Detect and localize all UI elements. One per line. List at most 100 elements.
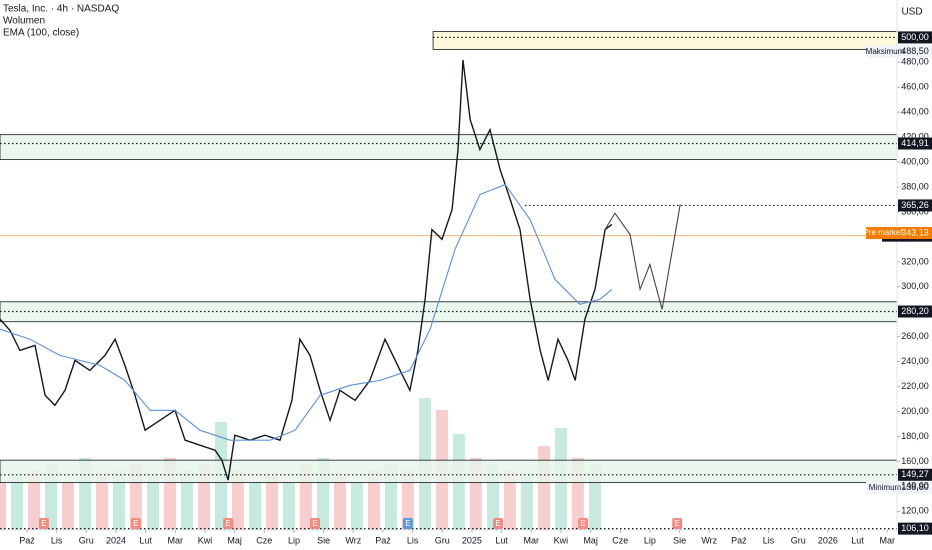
- volume-bar: [503, 470, 516, 530]
- level-label: 500,00: [901, 32, 929, 42]
- x-tick-label: Lis: [51, 535, 63, 545]
- volume-bar: [112, 470, 125, 530]
- extreme-box: [866, 481, 932, 494]
- earnings-label: E: [675, 519, 680, 528]
- volume-bar: [231, 470, 244, 530]
- x-tick-label: Lis: [763, 535, 775, 545]
- indicator: EMA (100, close): [3, 28, 79, 39]
- level-label: 106,10: [901, 523, 929, 533]
- extreme-name: Maksimum: [866, 47, 905, 56]
- volume-bar: [28, 470, 41, 530]
- y-tick-label: 380,00: [901, 181, 929, 191]
- series-line: [0, 183, 613, 441]
- x-tick-label: Lip: [288, 535, 300, 545]
- zone: [0, 134, 898, 161]
- level-label: 149,27: [901, 469, 929, 479]
- x-tick-label: Sie: [673, 535, 686, 545]
- x-tick-label: Sie: [317, 535, 330, 545]
- level-box: [898, 199, 932, 212]
- level-box: [898, 31, 932, 44]
- zone: [0, 459, 898, 484]
- earnings-marker: [130, 518, 141, 529]
- x-tick-label: Paź: [19, 535, 35, 545]
- y-tick-label: 240,00: [901, 356, 929, 366]
- level-label: 280,20: [901, 306, 929, 316]
- level-box: [898, 137, 932, 150]
- volume-bar: [61, 482, 74, 530]
- x-tick-label: Cze: [612, 535, 628, 545]
- volume-bar: [333, 476, 346, 530]
- y-tick-label: 120,00: [901, 506, 929, 516]
- title: Tesla, Inc. · 4h · NASDAQ: [3, 4, 119, 15]
- volume-bar: [538, 446, 551, 530]
- x-tick-label: Mar: [879, 535, 895, 545]
- y-tick-label: 140,00: [901, 481, 929, 491]
- x-tick-label: 2025: [462, 535, 482, 545]
- x-tick-label: Lut: [139, 535, 152, 545]
- x-tick-label: Kwi: [198, 535, 213, 545]
- x-tick-label: Kwi: [554, 535, 569, 545]
- level-box: [898, 305, 932, 318]
- y-tick-label: 200,00: [901, 406, 929, 416]
- earnings-marker: [310, 518, 321, 529]
- y-tick-label: 300,00: [901, 281, 929, 291]
- y-tick-label: 360,00: [901, 206, 929, 216]
- x-tick-label: Paź: [375, 535, 391, 545]
- y-tick-label: 320,00: [901, 256, 929, 266]
- earnings-marker: [578, 518, 589, 529]
- x-tick-label: Cze: [256, 535, 272, 545]
- earnings-marker: [402, 518, 413, 529]
- earnings-marker: [672, 518, 683, 529]
- earnings-marker: [38, 518, 49, 529]
- extreme-box: [866, 45, 932, 58]
- volume-bar: [401, 470, 414, 530]
- x-tick-label: Lut: [495, 535, 508, 545]
- premarket-box: [866, 227, 932, 240]
- earnings-label: E: [133, 519, 138, 528]
- x-tick-label: 2024: [106, 535, 126, 545]
- x-tick-label: Maj: [583, 535, 598, 545]
- earnings-label: E: [580, 519, 585, 528]
- level-label: 414,91: [901, 138, 929, 148]
- y-tick-label: 400,00: [901, 156, 929, 166]
- x-tick-label: Gru: [791, 535, 806, 545]
- volume-bar: [10, 476, 23, 530]
- y-tick-label: 480,00: [901, 57, 929, 67]
- extreme-label: 488,50: [901, 46, 929, 56]
- volume-bar: [180, 470, 193, 530]
- extreme-name: Minimum: [869, 483, 902, 492]
- x-tick-label: Wrz: [345, 535, 361, 545]
- series-line: [0, 59, 613, 481]
- x-tick-label: Lis: [407, 535, 419, 545]
- volume-bar: [147, 476, 160, 530]
- x-tick-label: Lut: [851, 535, 864, 545]
- series-line: [604, 204, 681, 310]
- earnings-marker: [493, 518, 504, 529]
- x-tick-label: Gru: [79, 535, 94, 545]
- volume-bar: [520, 476, 533, 530]
- premarket-label: 343,13: [901, 227, 929, 237]
- volume-bar: [0, 482, 6, 530]
- x-tick-label: Mar: [168, 535, 184, 545]
- level-box: [898, 468, 932, 481]
- x-tick-label: Maj: [227, 535, 242, 545]
- y-tick-label: 180,00: [901, 431, 929, 441]
- y-tick-label: 160,00: [901, 456, 929, 466]
- premarket-name: Pre market: [863, 228, 903, 237]
- earnings-label: E: [405, 519, 410, 528]
- earnings-label: E: [41, 519, 46, 528]
- zone: [432, 31, 898, 50]
- extreme-label: 138,80: [901, 482, 929, 492]
- volume-bar: [350, 482, 363, 530]
- y-tick-label: 420,00: [901, 132, 929, 142]
- x-tick-label: Mar: [524, 535, 540, 545]
- indicator: Wolumen: [3, 16, 45, 27]
- y-tick-label: 260,00: [901, 331, 929, 341]
- currency: USD: [901, 7, 922, 18]
- level-label: 365,26: [901, 200, 929, 210]
- x-tick-label: Wrz: [701, 535, 717, 545]
- volume-bar: [368, 470, 381, 530]
